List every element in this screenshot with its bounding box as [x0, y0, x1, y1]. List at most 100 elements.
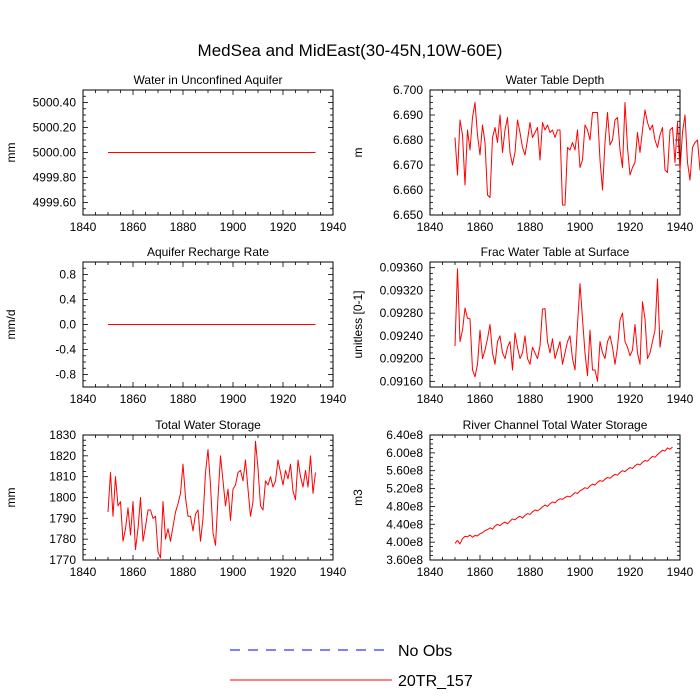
y-tick-label: 0.09320	[380, 283, 424, 297]
y-axis-label: mm	[4, 143, 18, 163]
y-tick-label: 1800	[49, 491, 76, 505]
y-tick-label: 0.09240	[380, 329, 424, 343]
y-tick-label: 1780	[49, 532, 76, 546]
x-tick-label: 1940	[667, 392, 694, 406]
x-tick-label: 1920	[617, 392, 644, 406]
y-tick-label: 6.00e8	[386, 446, 423, 460]
y-tick-label: 4.80e8	[386, 499, 423, 513]
panel-title: Total Water Storage	[155, 418, 261, 432]
y-tick-label: 0.09160	[380, 374, 424, 388]
x-tick-label: 1900	[220, 392, 247, 406]
x-tick-label: 1900	[220, 220, 247, 234]
x-tick-label: 1900	[567, 220, 594, 234]
x-tick-label: 1920	[617, 565, 644, 579]
plot-frame	[429, 434, 681, 561]
y-tick-label: 6.660	[393, 183, 423, 197]
x-tick-label: 1900	[220, 565, 247, 579]
y-tick-label: 4.40e8	[386, 517, 423, 531]
y-axis-label: m3	[351, 489, 365, 506]
panel-title: River Channel Total Water Storage	[463, 418, 648, 432]
x-tick-label: 1920	[617, 220, 644, 234]
x-tick-label: 1840	[70, 565, 97, 579]
x-tick-label: 1940	[320, 565, 347, 579]
x-tick-label: 1920	[270, 220, 297, 234]
plot-frame	[429, 261, 681, 388]
y-tick-label: 6.690	[393, 108, 423, 122]
panel-title: Water Table Depth	[506, 73, 605, 87]
panels-container: Water in Unconfined Aquifer mm 1840 1860 188…	[4, 73, 700, 579]
series-line-20TR_157	[454, 268, 663, 382]
panel-title: Aquifer Recharge Rate	[147, 245, 269, 259]
y-tick-label: 4999.60	[33, 196, 77, 210]
x-tick-label: 1940	[667, 565, 694, 579]
y-tick-label: 5000.40	[33, 96, 77, 110]
x-tick-label: 1860	[120, 392, 147, 406]
series-line-20TR_157	[107, 440, 316, 559]
figure-title: MedSea and MidEast(30-45N,10W-60E)	[198, 41, 503, 60]
y-tick-label: 0.09360	[380, 261, 424, 275]
y-tick-label: 0.0	[59, 318, 76, 332]
legend: No Obs 20TR_157	[230, 643, 473, 690]
x-tick-label: 1840	[70, 392, 97, 406]
y-tick-label: 0.09200	[380, 352, 424, 366]
y-axis-label: m	[351, 148, 365, 158]
x-tick-label: 1840	[417, 392, 444, 406]
x-tick-label: 1860	[120, 220, 147, 234]
y-tick-label: 3.60e8	[386, 553, 423, 567]
x-tick-label: 1880	[517, 220, 544, 234]
x-tick-label: 1860	[467, 565, 494, 579]
y-tick-label: 6.670	[393, 158, 423, 172]
x-tick-label: 1840	[417, 565, 444, 579]
y-tick-label: -0.8	[55, 368, 76, 382]
x-tick-label: 1880	[517, 565, 544, 579]
x-tick-label: 1840	[70, 220, 97, 234]
y-tick-label: 5000.00	[33, 146, 77, 160]
panel-p5: Total Water Storage mm 1840 1860 1880 1900 192…	[4, 418, 347, 579]
y-tick-label: 1770	[49, 553, 76, 567]
plot-frame	[429, 89, 681, 216]
x-tick-label: 1900	[567, 565, 594, 579]
y-tick-label: 1810	[49, 470, 76, 484]
x-tick-label: 1860	[120, 565, 147, 579]
y-tick-label: -0.4	[55, 343, 76, 357]
y-axis-label: unitless [0-1]	[351, 290, 365, 358]
panel-title: Water in Unconfined Aquifer	[134, 73, 283, 87]
y-tick-label: 0.4	[59, 293, 76, 307]
y-tick-label: 1790	[49, 511, 76, 525]
y-tick-label: 5.20e8	[386, 482, 423, 496]
y-tick-label: 0.8	[59, 268, 76, 282]
x-tick-label: 1940	[320, 220, 347, 234]
x-tick-label: 1840	[417, 220, 444, 234]
panel-p4: Frac Water Table at Surface unitless [0-1…	[351, 245, 694, 406]
y-tick-label: 6.700	[393, 83, 423, 97]
y-tick-label: 5000.20	[33, 121, 77, 135]
x-tick-label: 1860	[467, 392, 494, 406]
legend-no-obs-label: No Obs	[398, 643, 452, 660]
y-tick-label: 6.40e8	[386, 428, 423, 442]
y-tick-label: 4999.80	[33, 171, 77, 185]
legend-20tr-label: 20TR_157	[398, 673, 473, 690]
x-tick-label: 1880	[170, 220, 197, 234]
panel-p3: Aquifer Recharge Rate mm/d 1840 1860 1880 190…	[4, 245, 347, 406]
y-tick-label: 1830	[49, 428, 76, 442]
panel-p1: Water in Unconfined Aquifer mm 1840 1860 188…	[4, 73, 347, 234]
x-tick-label: 1940	[667, 220, 694, 234]
x-tick-label: 1920	[270, 565, 297, 579]
x-tick-label: 1860	[467, 220, 494, 234]
y-tick-label: 5.60e8	[386, 464, 423, 478]
y-tick-label: 6.650	[393, 208, 423, 222]
panel-title: Frac Water Table at Surface	[481, 245, 630, 259]
x-tick-label: 1900	[567, 392, 594, 406]
x-tick-label: 1880	[170, 392, 197, 406]
series-line-20TR_157	[454, 102, 700, 206]
y-tick-label: 1820	[49, 449, 76, 463]
x-tick-label: 1940	[320, 392, 347, 406]
y-axis-label: mm/d	[4, 310, 18, 340]
panel-p2: Water Table Depth m 1840 1860 1880 1900 1920 19…	[351, 73, 700, 234]
x-tick-label: 1880	[517, 392, 544, 406]
series-line-20TR_157	[454, 446, 673, 545]
y-tick-label: 0.09280	[380, 306, 424, 320]
y-axis-label: mm	[4, 488, 18, 508]
y-tick-label: 6.680	[393, 133, 423, 147]
